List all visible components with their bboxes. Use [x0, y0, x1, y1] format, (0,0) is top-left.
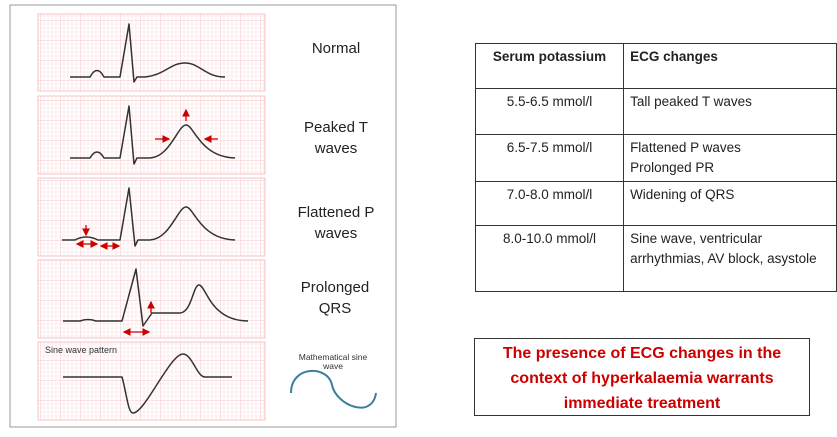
ecg-grids	[37, 13, 266, 421]
label-normal: Normal	[311, 40, 361, 57]
table-header-row: Serum potassium ECG changes	[474, 43, 837, 89]
ecg-trace-prolonged-qrs	[63, 268, 249, 327]
ecg-trace-sine-wave	[63, 353, 232, 414]
table-row: 8.0-10.0 mmol/l Sine wave, ventricular a…	[474, 225, 837, 292]
potassium-ecg-table: Serum potassium ECG changes 5.5-6.5 mmol…	[474, 43, 837, 292]
ecg-change: Tall peaked T waves	[623, 88, 837, 135]
ecg-change: Widening of QRS	[623, 181, 837, 226]
ecg-change: Sine wave, ventricular arrhythmias, AV b…	[623, 225, 837, 292]
table-row: 5.5-6.5 mmol/l Tall peaked T waves	[474, 88, 837, 135]
table-row: 7.0-8.0 mmol/l Widening of QRS	[474, 181, 837, 226]
ecg-figure	[9, 4, 397, 428]
potassium-range: 6.5-7.5 mmol/l	[474, 134, 625, 182]
sine-wave-curve	[290, 370, 377, 409]
ecg-trace-flattened-p	[62, 187, 236, 247]
label-mathematical-sine: Mathematical sine wave	[298, 352, 368, 371]
annotation-arrows	[75, 108, 218, 336]
header-ecg-changes: ECG changes	[623, 43, 837, 89]
label-flattened-p: Flattened P waves	[297, 204, 375, 242]
label-prolonged-qrs: Prolonged QRS	[300, 279, 370, 317]
ecg-change: Flattened P waves Prolonged PR	[623, 134, 837, 182]
potassium-range: 7.0-8.0 mmol/l	[474, 181, 625, 226]
ecg-trace-peaked-t	[70, 105, 236, 165]
ecg-trace-normal	[70, 23, 226, 83]
label-peaked-t: Peaked T waves	[304, 119, 368, 157]
potassium-range: 5.5-6.5 mmol/l	[474, 88, 625, 135]
potassium-range: 8.0-10.0 mmol/l	[474, 225, 625, 292]
table-row: 6.5-7.5 mmol/l Flattened P waves Prolong…	[474, 134, 837, 182]
header-serum-potassium: Serum potassium	[474, 43, 625, 89]
label-sine-wave-pattern: Sine wave pattern	[45, 345, 118, 355]
treatment-warning: The presence of ECG changes in the conte…	[474, 338, 810, 416]
